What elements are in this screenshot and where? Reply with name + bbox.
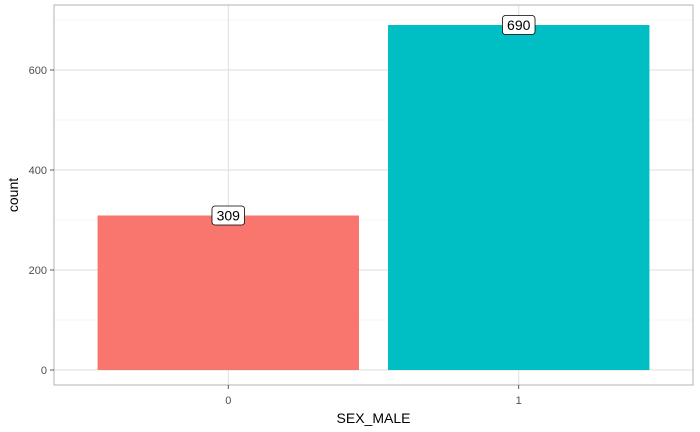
data-label-1: 690 bbox=[502, 15, 536, 35]
x-axis-title: SEX_MALE bbox=[337, 410, 411, 426]
data-label-text: 309 bbox=[217, 208, 241, 224]
y-tick-label: 600 bbox=[29, 65, 47, 77]
bar-0 bbox=[97, 215, 359, 370]
y-tick-label: 200 bbox=[29, 265, 47, 277]
x-tick-label: 0 bbox=[225, 395, 231, 407]
bars bbox=[97, 25, 650, 370]
x-tick-label: 1 bbox=[516, 395, 522, 407]
y-axis-ticks: 0 200 400 600 bbox=[29, 65, 54, 377]
bar-1 bbox=[388, 25, 650, 370]
y-tick-label: 0 bbox=[41, 365, 47, 377]
plot-panel-border bbox=[53, 4, 694, 386]
data-label-0: 309 bbox=[211, 205, 245, 226]
data-label-text: 690 bbox=[507, 17, 531, 33]
y-tick-label: 400 bbox=[29, 165, 47, 177]
y-axis-title: count bbox=[5, 178, 21, 212]
data-label-box bbox=[211, 205, 245, 226]
data-label-box bbox=[502, 15, 536, 35]
data-labels: 309 690 bbox=[211, 15, 536, 226]
